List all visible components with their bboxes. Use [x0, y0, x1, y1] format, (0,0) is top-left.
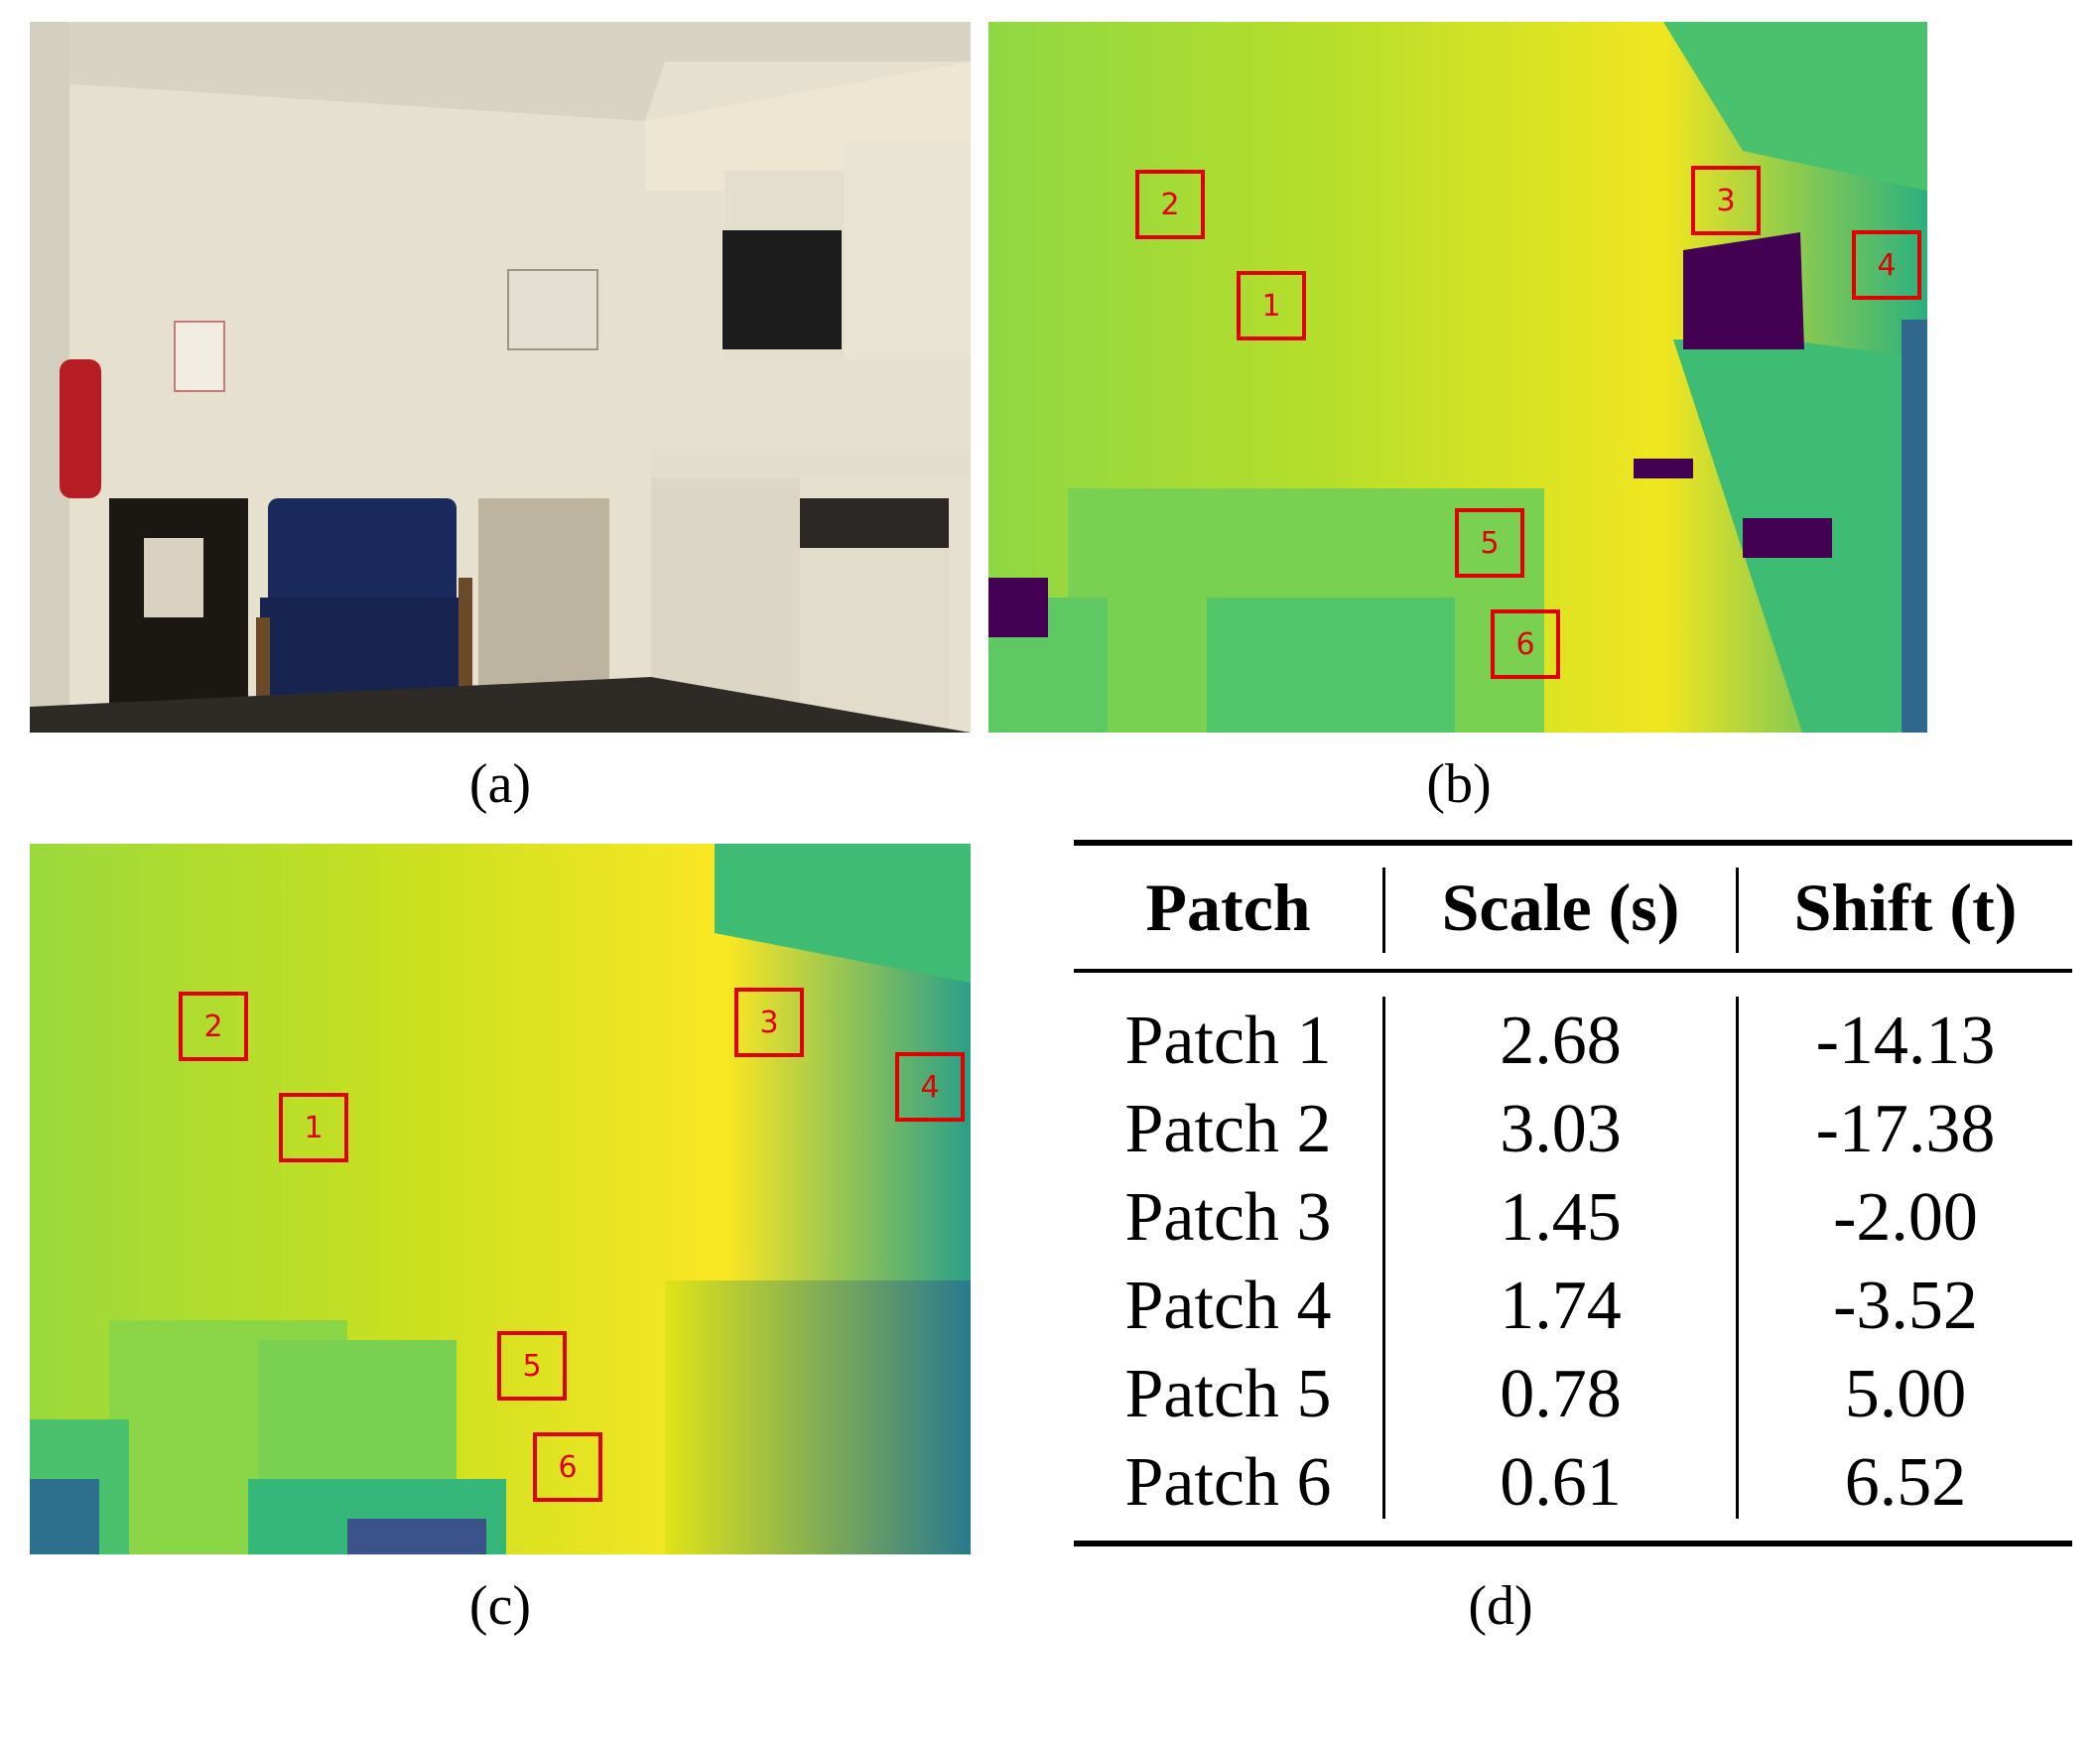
scale-value: 0.61	[1500, 1444, 1622, 1521]
patch-box-4-b: 4	[1852, 230, 1921, 300]
row-label: Patch 4	[1124, 1268, 1332, 1344]
row-label: Patch 5	[1124, 1356, 1332, 1432]
table-vrule-1a	[1382, 868, 1385, 953]
caption-a: (a)	[468, 753, 532, 815]
row-label: Patch 6	[1124, 1444, 1332, 1521]
scale-value: 0.78	[1500, 1356, 1622, 1432]
patch-box-2-b: 2	[1135, 170, 1205, 239]
depth-map-c-panel	[30, 844, 971, 1554]
table-header-rule	[1074, 969, 2072, 973]
patch-box-6-b: 6	[1491, 609, 1560, 679]
scale-value: 3.03	[1500, 1091, 1622, 1167]
header-scale: Scale (s)	[1441, 870, 1680, 945]
patch-box-6-c: 6	[533, 1432, 602, 1502]
table-bottom-rule	[1074, 1541, 2072, 1546]
patch-box-1-c: 1	[279, 1093, 348, 1162]
scale-shift-table: Patch Scale (s) Shift (t) Patch 1 2.68 -…	[1074, 840, 2072, 1546]
caption-b: (b)	[1426, 753, 1492, 815]
shift-value: -17.38	[1815, 1091, 1996, 1167]
depth-map-b	[988, 22, 1927, 733]
table-vrule-2b	[1736, 997, 1739, 1519]
table-vrule-2a	[1736, 868, 1739, 953]
row-label: Patch 3	[1124, 1179, 1332, 1256]
patch-box-3-b: 3	[1691, 166, 1761, 235]
table-top-rule	[1074, 840, 2072, 846]
header-patch: Patch	[1145, 870, 1311, 945]
row-label: Patch 2	[1124, 1091, 1332, 1167]
caption-d: (d)	[1468, 1575, 1533, 1637]
row-label: Patch 1	[1124, 1003, 1332, 1079]
patch-box-5-b: 5	[1455, 508, 1524, 578]
patch-box-5-c: 5	[497, 1331, 567, 1401]
patch-box-2-c: 2	[179, 992, 248, 1061]
scale-value: 1.74	[1500, 1268, 1622, 1344]
shift-value: 6.52	[1844, 1444, 1967, 1521]
header-shift: Shift (t)	[1793, 870, 2018, 945]
patch-box-3-c: 3	[734, 988, 804, 1057]
shift-value: -3.52	[1833, 1268, 1978, 1344]
kitchen-photo	[30, 22, 971, 733]
caption-c: (c)	[468, 1575, 532, 1637]
depth-map-c	[30, 844, 971, 1554]
shift-value: 5.00	[1844, 1356, 1967, 1432]
rgb-image-panel	[30, 22, 971, 733]
patch-box-4-c: 4	[895, 1052, 965, 1122]
scale-value: 2.68	[1500, 1003, 1622, 1079]
scale-value: 1.45	[1500, 1179, 1622, 1256]
shift-value: -14.13	[1815, 1003, 1996, 1079]
shift-value: -2.00	[1833, 1179, 1978, 1256]
table-vrule-1b	[1382, 997, 1385, 1519]
patch-box-1-b: 1	[1237, 271, 1306, 340]
depth-map-b-panel	[988, 22, 1927, 733]
